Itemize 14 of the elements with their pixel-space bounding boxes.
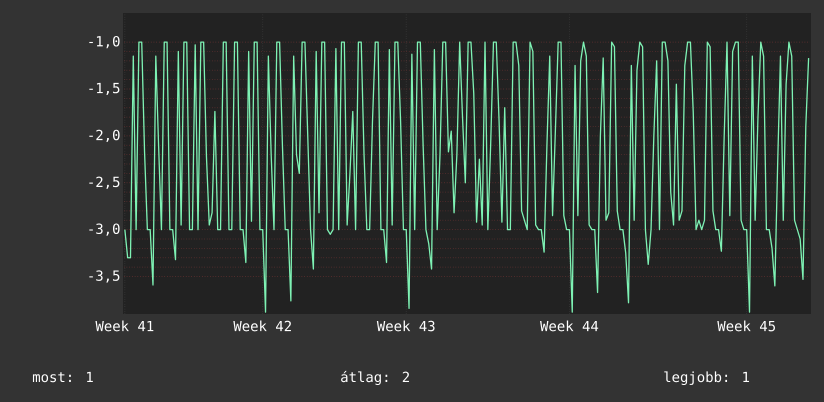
x-tick-label: Week 43 xyxy=(376,320,435,332)
text: most: 1 xyxy=(32,372,93,382)
x-tick-label: Week 44 xyxy=(540,320,598,332)
y-tick-label: -1,0 xyxy=(89,36,120,48)
x-tick-label: Week 42 xyxy=(233,320,291,332)
x-tick-label: Week 41 xyxy=(95,320,154,332)
text: legjobb: 1 xyxy=(664,371,750,385)
y-tick-label: -2,0 xyxy=(89,130,120,142)
text: átlag: 2 xyxy=(341,370,409,385)
y-tick-label: -3,5 xyxy=(89,270,120,283)
y-tick-label: -1,5 xyxy=(89,82,120,96)
x-tick-label: Week 45 xyxy=(717,320,775,332)
y-tick-label: -3,0 xyxy=(89,223,120,236)
y-tick-label: -2,5 xyxy=(89,176,120,189)
